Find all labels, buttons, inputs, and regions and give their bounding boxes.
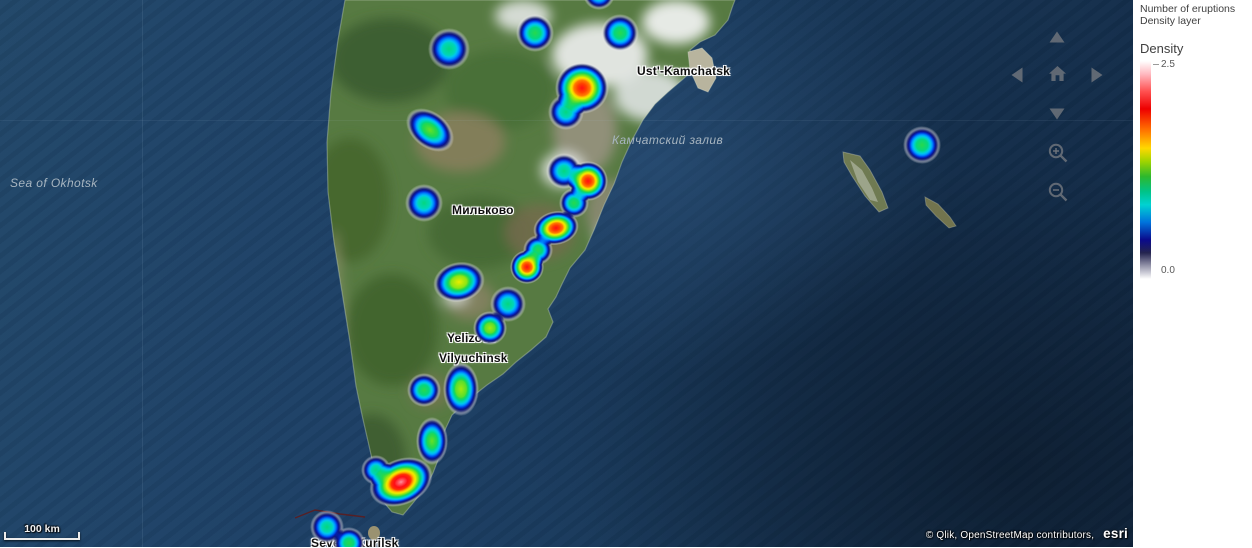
tip-island <box>368 526 380 540</box>
legend-section-title: Density <box>1140 41 1184 56</box>
zoom-in-icon <box>1048 143 1068 163</box>
triangle-right-icon <box>1091 67 1103 83</box>
home-button[interactable] <box>1048 65 1067 82</box>
basemap-terrain <box>294 0 957 540</box>
graticule-line <box>0 120 1133 121</box>
boundary-line <box>294 509 366 519</box>
pan-left-button[interactable] <box>1011 67 1023 83</box>
legend-min-value: 0.0 <box>1161 265 1175 276</box>
home-icon <box>1049 66 1066 81</box>
zoom-in-button[interactable] <box>1048 143 1069 164</box>
legend-max-value: 2.5 <box>1161 59 1175 70</box>
pan-up-button[interactable] <box>1049 31 1065 43</box>
triangle-up-icon <box>1049 31 1065 43</box>
legend-layer-title: Density layer <box>1140 15 1201 27</box>
legend-max-tick <box>1153 64 1159 65</box>
triangle-down-icon <box>1049 108 1065 120</box>
zoom-out-icon <box>1048 182 1068 202</box>
bering-island <box>842 151 889 213</box>
map-canvas[interactable]: Sea of Okhotsk Камчатский залив Ust'-Kamch… <box>0 0 1133 547</box>
zoom-out-button[interactable] <box>1048 182 1069 203</box>
graticule-line <box>142 0 143 547</box>
small-island <box>924 196 957 229</box>
pan-right-button[interactable] <box>1091 67 1103 83</box>
pan-down-button[interactable] <box>1049 108 1065 120</box>
legend-measure-title: Number of eruptions <box>1140 3 1236 15</box>
density-color-scale <box>1140 61 1151 279</box>
triangle-left-icon <box>1011 67 1023 83</box>
legend-panel: Number of eruptions Density layer Densit… <box>1133 0 1252 548</box>
